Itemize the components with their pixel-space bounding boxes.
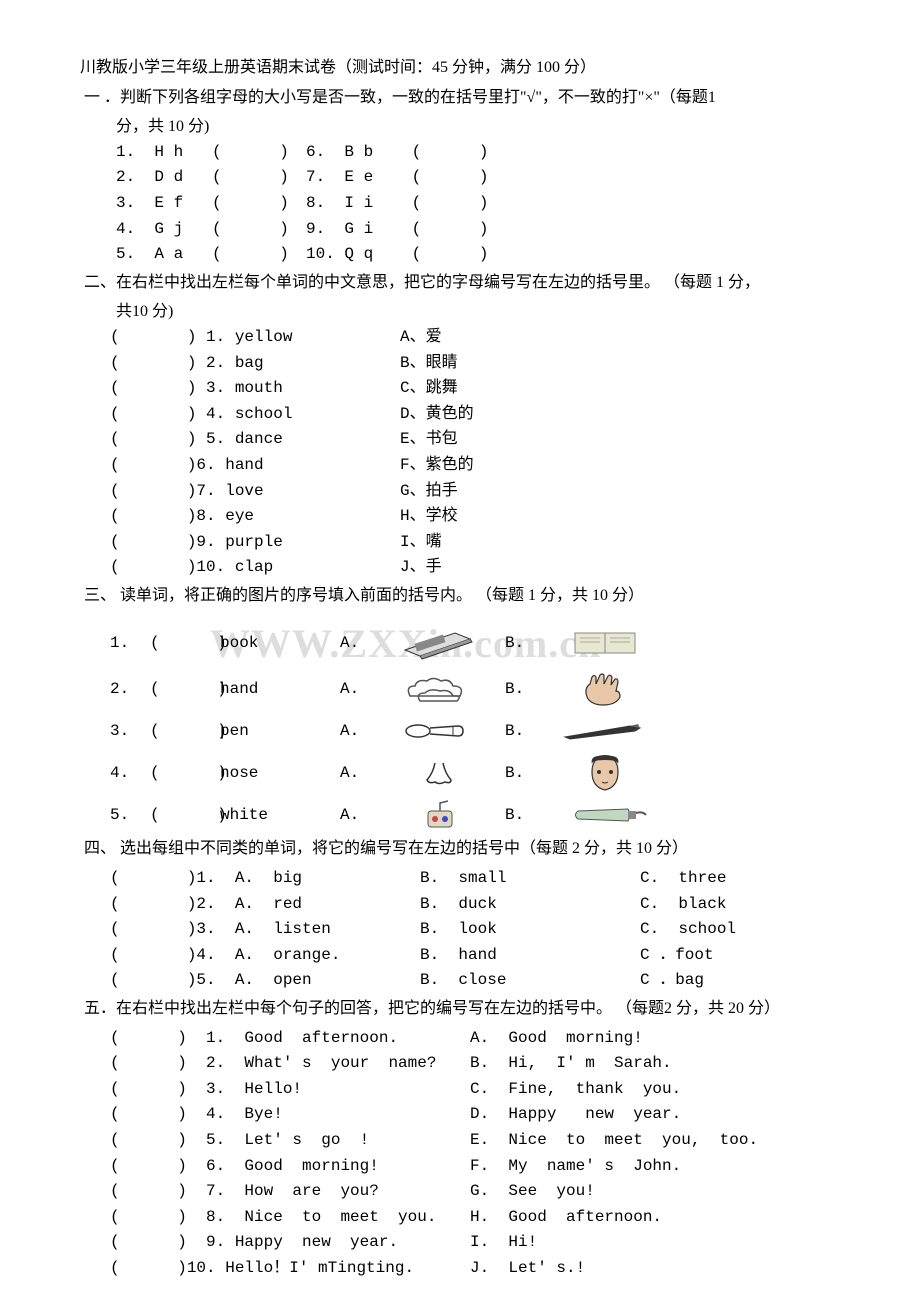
pencilcase-icon xyxy=(375,625,505,661)
s1-item-3: 3. E f ( )8. I i ( ) xyxy=(80,191,840,217)
document-content: 川教版小学三年级上册英语期末试卷（测试时间：45 分钟，满分 100 分） 一 … xyxy=(80,55,840,1282)
s2-item-5: ( ) 5. danceE、书包 xyxy=(80,427,840,453)
pen-icon xyxy=(555,721,655,741)
s3-item-2: 2. ( )handA. B. xyxy=(80,666,840,712)
s5-item-9: ( ) 9. Happy new year.I. Hi! xyxy=(80,1230,840,1256)
s5-item-8: ( ) 8. Nice to meet you.H. Good afternoo… xyxy=(80,1205,840,1231)
s5-item-3: ( ) 3. Hello!C. Fine, thank you. xyxy=(80,1077,840,1103)
head-icon xyxy=(555,752,655,794)
section-1-header: 一 ．判断下列各组字母的大小写是否一致，一致的在括号里打"√"，不一致的打"×"… xyxy=(80,85,840,111)
s3-item-4: 4. ( )noseA. B. xyxy=(80,750,840,796)
s5-item-2: ( ) 2. What' s your name?B. Hi, I' m Sar… xyxy=(80,1051,840,1077)
s2-item-3: ( ) 3. mouthC、跳舞 xyxy=(80,376,840,402)
s2-item-1: ( ) 1. yellowA、爱 xyxy=(80,325,840,351)
s1-item-2: 2. D d ( )7. E e ( ) xyxy=(80,165,840,191)
s3-item-3: 3. ( )penA. B. xyxy=(80,712,840,750)
s1-item-5: 5. A a ( )10. Q q ( ) xyxy=(80,242,840,268)
s2-item-10: ( )10. clapJ、手 xyxy=(80,555,840,581)
s2-item-8: ( )8. eyeH、学校 xyxy=(80,504,840,530)
s5-item-6: ( ) 6. Good morning!F. My name' s John. xyxy=(80,1154,840,1180)
cloud-icon xyxy=(375,671,505,707)
s4-item-1: ( )1. A. bigB. smallC. three xyxy=(80,866,840,892)
s1-item-1: 1. H h ( )6. B b ( ) xyxy=(80,140,840,166)
section-2-header: 二、在右栏中找出左栏每个单词的中文意思，把它的字母编号写在左边的括号里。 （每题… xyxy=(80,270,840,296)
brush-icon xyxy=(375,720,505,742)
s2-item-4: ( ) 4. schoolD、黄色的 xyxy=(80,402,840,428)
s5-item-10: ( )10. Hello！I' mTingting.J. Let' s.! xyxy=(80,1256,840,1282)
s2-item-7: ( )7. loveG、拍手 xyxy=(80,479,840,505)
book-icon xyxy=(555,629,655,657)
section-5-header: 五．在右栏中找出左栏中每个句子的回答，把它的编号写在左边的括号中。 （每题2 分… xyxy=(80,996,840,1022)
paint-icon xyxy=(375,799,505,831)
section-3-header: 三、 读单词，将正确的图片的序号填入前面的括号内。 （每题 1 分，共 10 分… xyxy=(80,583,840,609)
s5-item-4: ( ) 4. Bye!D. Happy new year. xyxy=(80,1102,840,1128)
s1-item-4: 4. G j ( )9. G i ( ) xyxy=(80,217,840,243)
s2-item-6: ( )6. handF、紫色的 xyxy=(80,453,840,479)
nose-icon xyxy=(375,758,505,788)
s2-item-2: ( ) 2. bagB、眼睛 xyxy=(80,351,840,377)
toothpaste-icon xyxy=(555,803,655,827)
section-2-header-2: 共10 分) xyxy=(80,299,840,325)
s4-item-2: ( )2. A. redB. duckC. black xyxy=(80,892,840,918)
s2-item-9: ( )9. purpleI、嘴 xyxy=(80,530,840,556)
s5-item-5: ( ) 5. Let' s go !E. Nice to meet you, t… xyxy=(80,1128,840,1154)
hand-icon xyxy=(555,669,655,709)
s4-item-4: ( )4. A. orange.B. handC ．foot xyxy=(80,943,840,969)
exam-title: 川教版小学三年级上册英语期末试卷（测试时间：45 分钟，满分 100 分） xyxy=(80,55,840,81)
s3-item-1: 1. ( )bookA. B. xyxy=(80,620,840,666)
s4-item-3: ( )3. A. listenB. lookC. school xyxy=(80,917,840,943)
s3-item-5: 5. ( )whiteA. B. xyxy=(80,796,840,834)
s5-item-7: ( ) 7. How are you?G. See you! xyxy=(80,1179,840,1205)
s5-item-1: ( ) 1. Good afternoon.A. Good morning! xyxy=(80,1026,840,1052)
section-4-header: 四、 选出每组中不同类的单词，将它的编号写在左边的括号中（每题 2 分，共 10… xyxy=(80,836,840,862)
section-1-header-2: 分，共 10 分) xyxy=(80,114,840,140)
s4-item-5: ( )5. A. openB. closeC ．bag xyxy=(80,968,840,994)
